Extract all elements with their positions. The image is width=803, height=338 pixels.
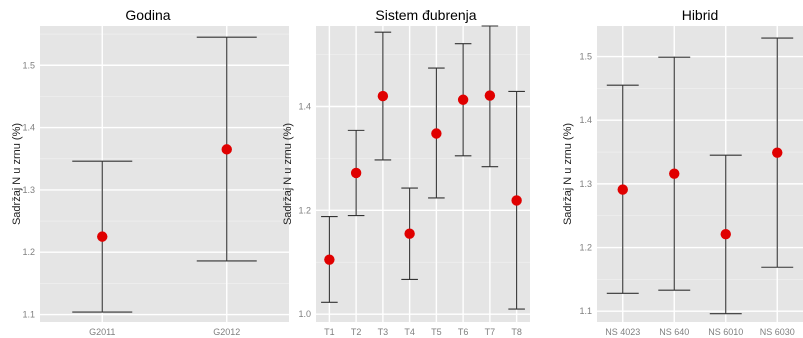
data-point [350, 167, 362, 179]
y-tick-label: 1.5 [22, 60, 35, 70]
x-tick-label: T6 [458, 327, 469, 337]
data-point [221, 144, 232, 155]
y-axis-title: Sadržaj N u zrnu (%) [282, 123, 294, 225]
data-point [669, 168, 680, 179]
data-point [431, 128, 442, 139]
y-tick-label: 1.2 [22, 247, 35, 257]
data-point [97, 231, 108, 242]
plot-background [40, 26, 289, 322]
panel-1: 1.1 1.2 1.3 1.4 1.5 G2011 G2012 Godina Sadržaj N… [11, 7, 289, 337]
y-tick-label: 1.4 [298, 101, 311, 111]
panel-2: 1.0 1.2 1.4 T1 T2 T3 T4 T5 T6 T7 T8 Sistem đubrenja… [282, 7, 530, 337]
x-tick-label: T7 [485, 327, 496, 337]
x-tick-label: T8 [511, 327, 522, 337]
y-tick-label: 1.1 [22, 310, 35, 320]
x-tick-label: NS 6030 [760, 327, 795, 337]
plot-background [316, 26, 530, 322]
panel-3: 1.1 1.2 1.3 1.4 1.5 NS 4023 NS 640 NS 6010 NS 60… [562, 7, 803, 337]
x-tick-label: T2 [351, 327, 362, 337]
data-point [617, 184, 628, 195]
x-tick-label: T5 [431, 327, 442, 337]
y-axis-title: Sadržaj N u zrnu (%) [11, 123, 23, 225]
data-point [511, 195, 522, 206]
panel-title: Hibrid [682, 7, 719, 23]
y-tick-label: 1.3 [22, 185, 35, 195]
x-tick-label: NS 4023 [605, 327, 640, 337]
x-tick-label: G2011 [89, 327, 115, 337]
data-point [324, 254, 335, 265]
y-tick-label: 1.4 [579, 115, 592, 125]
x-tick-label: T1 [324, 327, 335, 337]
y-tick-label: 1.0 [298, 309, 311, 319]
y-tick-label: 1.5 [579, 52, 592, 62]
y-tick-label: 1.2 [298, 205, 311, 215]
data-point [377, 90, 389, 102]
x-tick-label: T4 [404, 327, 415, 337]
panel-title: Sistem đubrenja [375, 7, 476, 23]
data-point [457, 94, 469, 105]
x-tick-label: T3 [378, 327, 389, 337]
data-point [404, 228, 415, 239]
plot-background [597, 26, 803, 322]
x-tick-label: NS 640 [659, 327, 689, 337]
data-point [720, 228, 731, 240]
data-point [772, 147, 783, 158]
y-tick-label: 1.1 [579, 306, 592, 316]
y-tick-label: 1.3 [579, 179, 592, 189]
data-point [484, 90, 496, 101]
panel-title: Godina [125, 7, 170, 23]
x-tick-label: G2012 [213, 327, 240, 337]
y-axis-title: Sadržaj N u zrnu (%) [562, 123, 574, 225]
y-tick-label: 1.2 [579, 243, 592, 253]
x-tick-label: NS 6010 [708, 327, 743, 337]
y-tick-label: 1.4 [22, 123, 35, 133]
